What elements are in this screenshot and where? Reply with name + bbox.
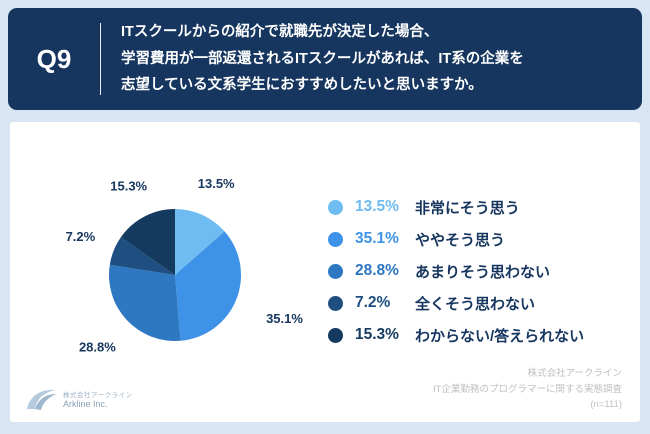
legend-percentage: 13.5% bbox=[355, 198, 399, 215]
arkline-logo-icon bbox=[27, 389, 56, 410]
logo-company-jp: 株式会社アークライン bbox=[63, 392, 133, 399]
company-logo: 株式会社アークライン Arkline Inc. bbox=[24, 386, 133, 412]
logo-company-en: Arkline Inc. bbox=[63, 399, 108, 409]
legend-label: あまりそう思わない bbox=[415, 263, 551, 281]
logo-text: 株式会社アークライン Arkline Inc. bbox=[63, 389, 133, 409]
legend-label: 全くそう思わない bbox=[415, 295, 536, 313]
legend-color-dot bbox=[328, 231, 343, 247]
legend-item: 13.5% 非常にそう思う bbox=[328, 198, 584, 217]
question-header: Q9 ITスクールからの紹介で就職先が決定した場合、 学習費用が一部返還されるI… bbox=[8, 8, 642, 110]
pie-chart: 13.5% 35.1% 28.8% 7.2% 15.3% bbox=[66, 176, 304, 354]
footer-line: IT企業勤務のプログラマーに関する実態調査 bbox=[433, 383, 622, 395]
legend-label: 非常にそう思う bbox=[415, 199, 520, 217]
question-number: Q9 bbox=[36, 43, 72, 74]
chart-card: 13.5% 35.1% 28.8% 7.2% 15.3% 13.5% 非常にそう思う 35.… bbox=[10, 122, 640, 422]
pie-value-label: 7.2% bbox=[66, 229, 96, 244]
legend-percentage: 7.2% bbox=[355, 294, 391, 311]
question-text: ITスクールからの紹介で就職先が決定した場合、 学習費用が一部返還されるITスク… bbox=[101, 19, 538, 99]
footer-line: 株式会社アークライン bbox=[527, 368, 622, 380]
legend-item: 28.8% あまりそう思わない bbox=[328, 262, 584, 281]
legend-percentage: 28.8% bbox=[355, 262, 399, 279]
question-line: 志望している文系学生におすすめしたいと思いますか。 bbox=[121, 77, 483, 94]
pie-slice-4 bbox=[120, 209, 175, 275]
legend-percentage: 35.1% bbox=[355, 230, 399, 247]
pie-value-label: 35.1% bbox=[266, 311, 303, 326]
legend-label: ややそう思う bbox=[415, 231, 506, 249]
pie-value-label: 28.8% bbox=[79, 339, 116, 354]
legend-item: 35.1% ややそう思う bbox=[328, 230, 584, 249]
legend-color-dot bbox=[328, 295, 343, 311]
legend-item: 7.2% 全くそう思わない bbox=[328, 294, 584, 313]
legend-item: 15.3% わからない/答えられない bbox=[328, 326, 585, 345]
question-line: 学習費用が一部返還されるITスクールがあれば、IT系の企業を bbox=[121, 50, 524, 67]
pie-slice-1 bbox=[175, 231, 241, 341]
legend-color-dot bbox=[328, 263, 343, 279]
legend-label: わからない/答えられない bbox=[415, 327, 585, 345]
pie-slice-0 bbox=[175, 209, 225, 275]
legend: 13.5% 非常にそう思う 35.1% ややそう思う 28.8% あまりそう思わない 7.2… bbox=[328, 198, 584, 358]
footer-line: (n=111) bbox=[590, 398, 622, 410]
survey-attribution: 株式会社アークライン IT企業勤務のプログラマーに関する実態調査 (n=111) bbox=[433, 366, 622, 412]
pie-slice-2 bbox=[109, 264, 181, 341]
legend-color-dot bbox=[328, 199, 343, 215]
pie-value-label: 13.5% bbox=[198, 176, 235, 191]
pie-slice-3 bbox=[109, 237, 175, 275]
legend-percentage: 15.3% bbox=[355, 326, 399, 343]
header-divider bbox=[100, 23, 101, 95]
question-line: ITスクールからの紹介で就職先が決定した場合、 bbox=[121, 23, 439, 40]
pie-value-label: 15.3% bbox=[110, 178, 147, 193]
legend-color-dot bbox=[328, 327, 343, 343]
